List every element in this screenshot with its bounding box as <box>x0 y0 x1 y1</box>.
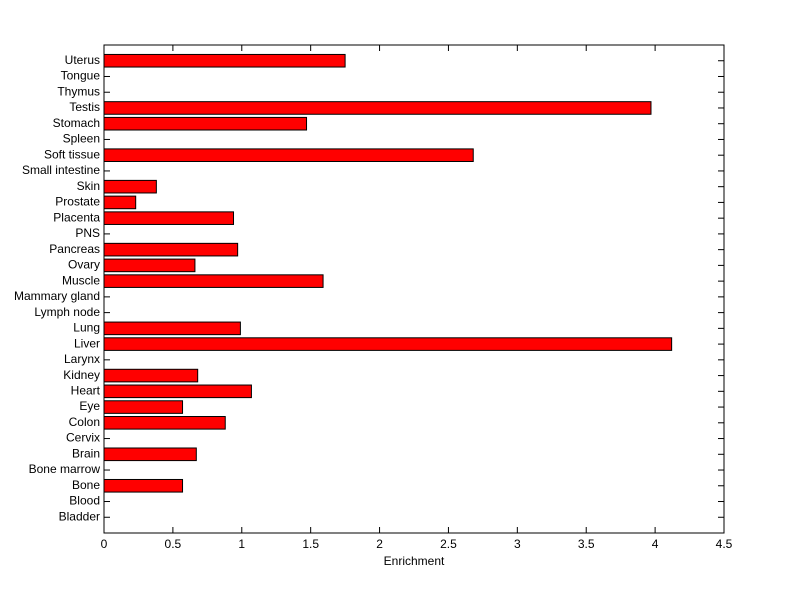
x-tick-label: 2 <box>376 537 383 551</box>
y-tick-label: Colon <box>69 415 100 429</box>
x-tick-label: 3 <box>514 537 521 551</box>
y-tick-label: Lung <box>73 321 100 335</box>
y-tick-label: PNS <box>75 226 100 240</box>
bar <box>103 101 652 115</box>
x-tick-label: 2.5 <box>440 537 457 551</box>
x-axis-label: Enrichment <box>384 554 445 568</box>
x-tick-label: 4 <box>652 537 659 551</box>
y-tick-label: Cervix <box>66 431 100 445</box>
y-tick-label: Stomach <box>53 116 100 130</box>
x-tick-label: 0 <box>101 537 108 551</box>
bar <box>103 400 184 414</box>
y-tick-label: Larynx <box>64 352 100 366</box>
bar <box>103 258 196 273</box>
bar <box>103 116 308 131</box>
bar <box>103 478 184 493</box>
y-tick-label: Small intestine <box>22 163 100 177</box>
y-tick-label: Kidney <box>63 368 100 382</box>
bar <box>103 195 137 210</box>
y-tick-label: Pancreas <box>49 242 100 256</box>
y-tick-label: Bone marrow <box>29 462 101 476</box>
y-tick-label: Skin <box>77 179 100 193</box>
y-tick-label: Prostate <box>55 195 100 209</box>
y-tick-label: Tongue <box>61 69 101 83</box>
y-tick-label: Brain <box>72 446 100 460</box>
y-tick-label: Eye <box>79 399 100 413</box>
y-tick-label: Soft tissue <box>44 147 100 161</box>
x-tick-label: 1 <box>238 537 245 551</box>
bar <box>103 179 157 194</box>
bar <box>103 274 324 288</box>
bar <box>103 337 673 351</box>
y-tick-label: Liver <box>74 336 100 350</box>
bar <box>103 53 346 68</box>
y-tick-label: Ovary <box>68 258 100 272</box>
bar <box>103 447 197 462</box>
y-tick-label: Mammary gland <box>14 289 100 303</box>
x-tick-label: 3.5 <box>578 537 595 551</box>
bar <box>103 384 252 399</box>
x-tick-label: 1.5 <box>302 537 319 551</box>
y-tick-label: Placenta <box>53 210 100 224</box>
y-tick-label: Blood <box>69 494 100 508</box>
y-tick-label: Spleen <box>63 132 100 146</box>
y-tick-label: Heart <box>71 383 101 397</box>
bar <box>103 148 474 162</box>
y-tick-label: Uterus <box>65 53 100 67</box>
y-tick-label: Muscle <box>62 273 100 287</box>
y-tick-label: Thymus <box>57 84 100 98</box>
x-tick-label: 0.5 <box>165 537 182 551</box>
bar <box>103 368 199 383</box>
y-tick-label: Lymph node <box>34 305 100 319</box>
bar <box>103 242 239 257</box>
x-tick-label: 4.5 <box>716 537 733 551</box>
y-tick-label: Testis <box>69 100 100 114</box>
y-tick-label: Bladder <box>59 509 100 523</box>
y-tick-label: Bone <box>72 478 100 492</box>
bar <box>103 211 235 225</box>
bar <box>103 321 241 336</box>
bar <box>103 416 226 430</box>
